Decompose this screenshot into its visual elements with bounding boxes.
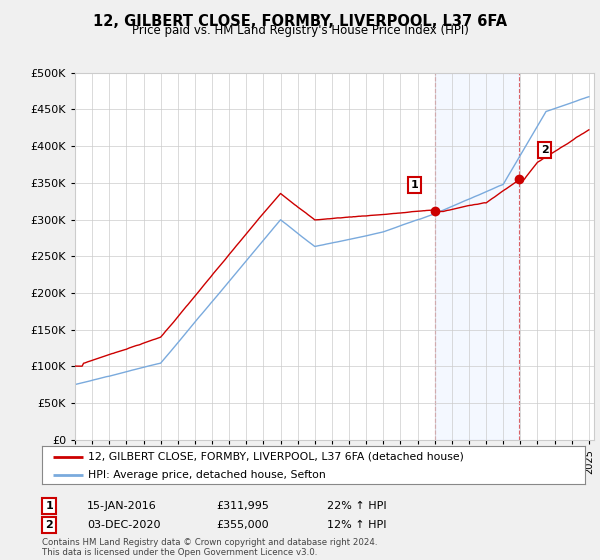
- Text: 15-JAN-2016: 15-JAN-2016: [87, 501, 157, 511]
- Text: Price paid vs. HM Land Registry's House Price Index (HPI): Price paid vs. HM Land Registry's House …: [131, 24, 469, 37]
- Text: 12% ↑ HPI: 12% ↑ HPI: [327, 520, 386, 530]
- Text: £355,000: £355,000: [216, 520, 269, 530]
- Text: 2: 2: [46, 520, 53, 530]
- Text: 22% ↑ HPI: 22% ↑ HPI: [327, 501, 386, 511]
- Text: £311,995: £311,995: [216, 501, 269, 511]
- Text: 12, GILBERT CLOSE, FORMBY, LIVERPOOL, L37 6FA (detached house): 12, GILBERT CLOSE, FORMBY, LIVERPOOL, L3…: [88, 452, 464, 462]
- Text: HPI: Average price, detached house, Sefton: HPI: Average price, detached house, Seft…: [88, 470, 326, 480]
- Text: 1: 1: [46, 501, 53, 511]
- Text: 12, GILBERT CLOSE, FORMBY, LIVERPOOL, L37 6FA: 12, GILBERT CLOSE, FORMBY, LIVERPOOL, L3…: [93, 14, 507, 29]
- Bar: [436, 73, 519, 440]
- Text: Contains HM Land Registry data © Crown copyright and database right 2024.
This d: Contains HM Land Registry data © Crown c…: [42, 538, 377, 557]
- Text: 1: 1: [411, 180, 419, 190]
- Text: 2: 2: [541, 145, 548, 155]
- Text: 03-DEC-2020: 03-DEC-2020: [87, 520, 161, 530]
